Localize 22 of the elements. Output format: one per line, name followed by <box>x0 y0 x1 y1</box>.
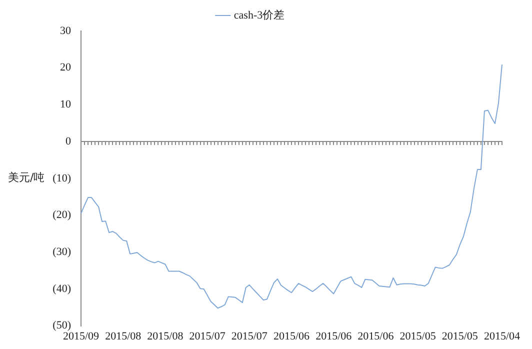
y-tick-label: (50) <box>52 320 72 332</box>
x-tick-label: 2015/06 <box>273 330 310 342</box>
x-tick-label: 2015/07 <box>231 330 268 342</box>
x-tick-label: 2015/07 <box>189 330 226 342</box>
y-tick-label: 0 <box>66 135 72 148</box>
y-tick-label: 10 <box>60 98 72 111</box>
y-tick-label: (40) <box>52 282 72 295</box>
x-tick-label: 2015/05 <box>400 330 436 342</box>
x-tick-label: 2015/08 <box>147 330 184 342</box>
x-tick-label: 2015/05 <box>442 330 478 342</box>
y-axis-title: 美元/吨 <box>8 170 45 185</box>
y-tick-label: (30) <box>52 246 72 258</box>
legend-label: cash-3价差 <box>234 9 285 22</box>
y-tick-label: (10) <box>52 172 72 184</box>
x-tick-label: 2015/06 <box>316 330 352 342</box>
y-tick-label: 20 <box>60 62 72 74</box>
x-tick-label: 2015/06 <box>358 330 394 342</box>
y-tick-label: 30 <box>60 24 72 37</box>
x-tick-label: 2015/09 <box>62 330 100 342</box>
x-tick-label: 2015/04 <box>484 330 521 342</box>
y-tick-label: (20) <box>52 209 72 222</box>
x-tick-label: 2015/08 <box>105 330 142 342</box>
